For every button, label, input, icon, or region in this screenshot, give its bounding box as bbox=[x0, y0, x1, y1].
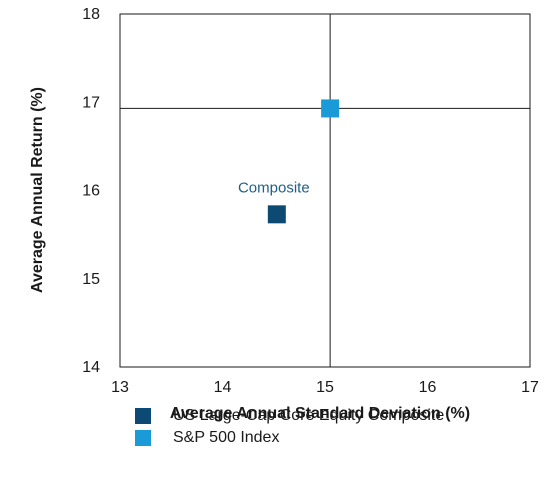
data-point-sp500 bbox=[321, 99, 340, 118]
legend-label-sp500: S&P 500 Index bbox=[173, 429, 280, 446]
legend-label-composite: US Large-Cap Core Equity Composite bbox=[173, 407, 445, 424]
data-point-composite bbox=[267, 205, 286, 224]
legend-item-sp500: S&P 500 Index bbox=[135, 427, 444, 449]
legend-swatch-composite bbox=[135, 408, 151, 424]
x-tick-label: 17 bbox=[521, 379, 539, 396]
plot-area bbox=[119, 13, 531, 368]
data-points: Composite bbox=[238, 99, 340, 224]
y-axis-title: Average Annual Return (%) bbox=[29, 87, 46, 293]
legend-item-composite: US Large-Cap Core Equity Composite bbox=[135, 405, 444, 427]
x-tick-label: 13 bbox=[111, 379, 129, 396]
y-tick-label: 17 bbox=[82, 94, 100, 111]
y-axis-ticks: 14 15 16 17 18 bbox=[82, 6, 100, 376]
data-point-label: Composite bbox=[238, 179, 310, 196]
x-axis-title: Average Annual Standard Deviation (%) bbox=[170, 405, 470, 422]
legend-swatch-sp500 bbox=[135, 430, 151, 446]
y-tick-label: 15 bbox=[82, 271, 100, 288]
x-tick-label: 15 bbox=[316, 379, 334, 396]
y-tick-label: 14 bbox=[82, 359, 100, 376]
y-tick-label: 18 bbox=[82, 6, 100, 23]
x-tick-label: 16 bbox=[419, 379, 437, 396]
y-tick-label: 16 bbox=[82, 183, 100, 200]
x-tick-label: 14 bbox=[214, 379, 232, 396]
x-axis-ticks: 13 14 15 16 17 bbox=[111, 379, 539, 396]
legend: US Large-Cap Core Equity Composite S&P 5… bbox=[135, 405, 444, 449]
